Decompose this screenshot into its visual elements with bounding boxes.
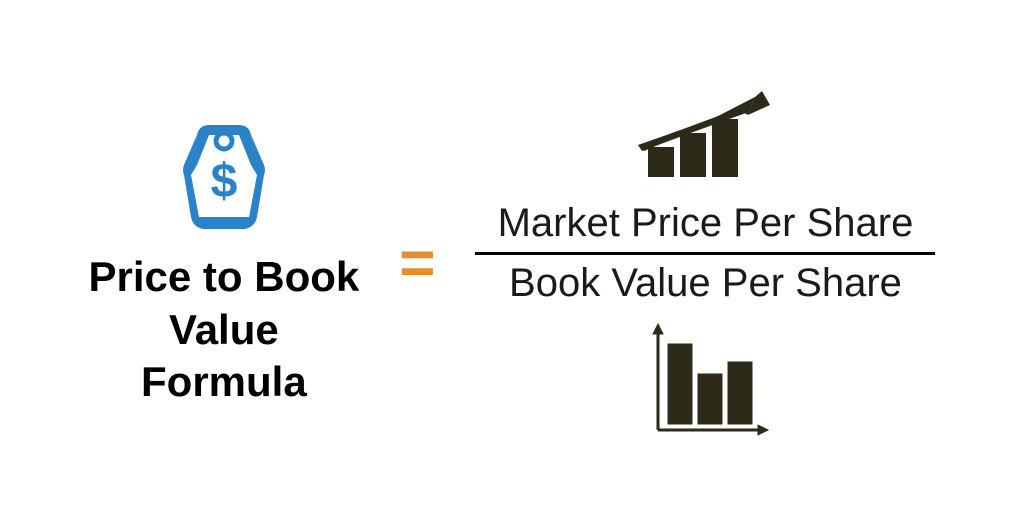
svg-text:$: $: [211, 155, 238, 208]
right-section: Market Price Per Share Book Value Per Sh…: [475, 85, 935, 442]
denominator: Book Value Per Share: [497, 255, 914, 312]
numerator: Market Price Per Share: [486, 195, 926, 252]
left-section: $ Price to Book Value Formula: [89, 117, 360, 409]
growth-chart-icon: [630, 85, 780, 185]
equals-sign: =: [399, 248, 435, 279]
price-tag-icon: $: [169, 117, 279, 237]
title-line-3: Formula: [89, 356, 360, 409]
formula-infographic: $ Price to Book Value Formula =: [0, 0, 1024, 526]
title-line-2: Value: [89, 304, 360, 357]
formula-title: Price to Book Value Formula: [89, 251, 360, 409]
title-line-1: Price to Book: [89, 251, 360, 304]
bar-chart-icon: [640, 322, 770, 442]
fraction: Market Price Per Share Book Value Per Sh…: [475, 195, 935, 312]
